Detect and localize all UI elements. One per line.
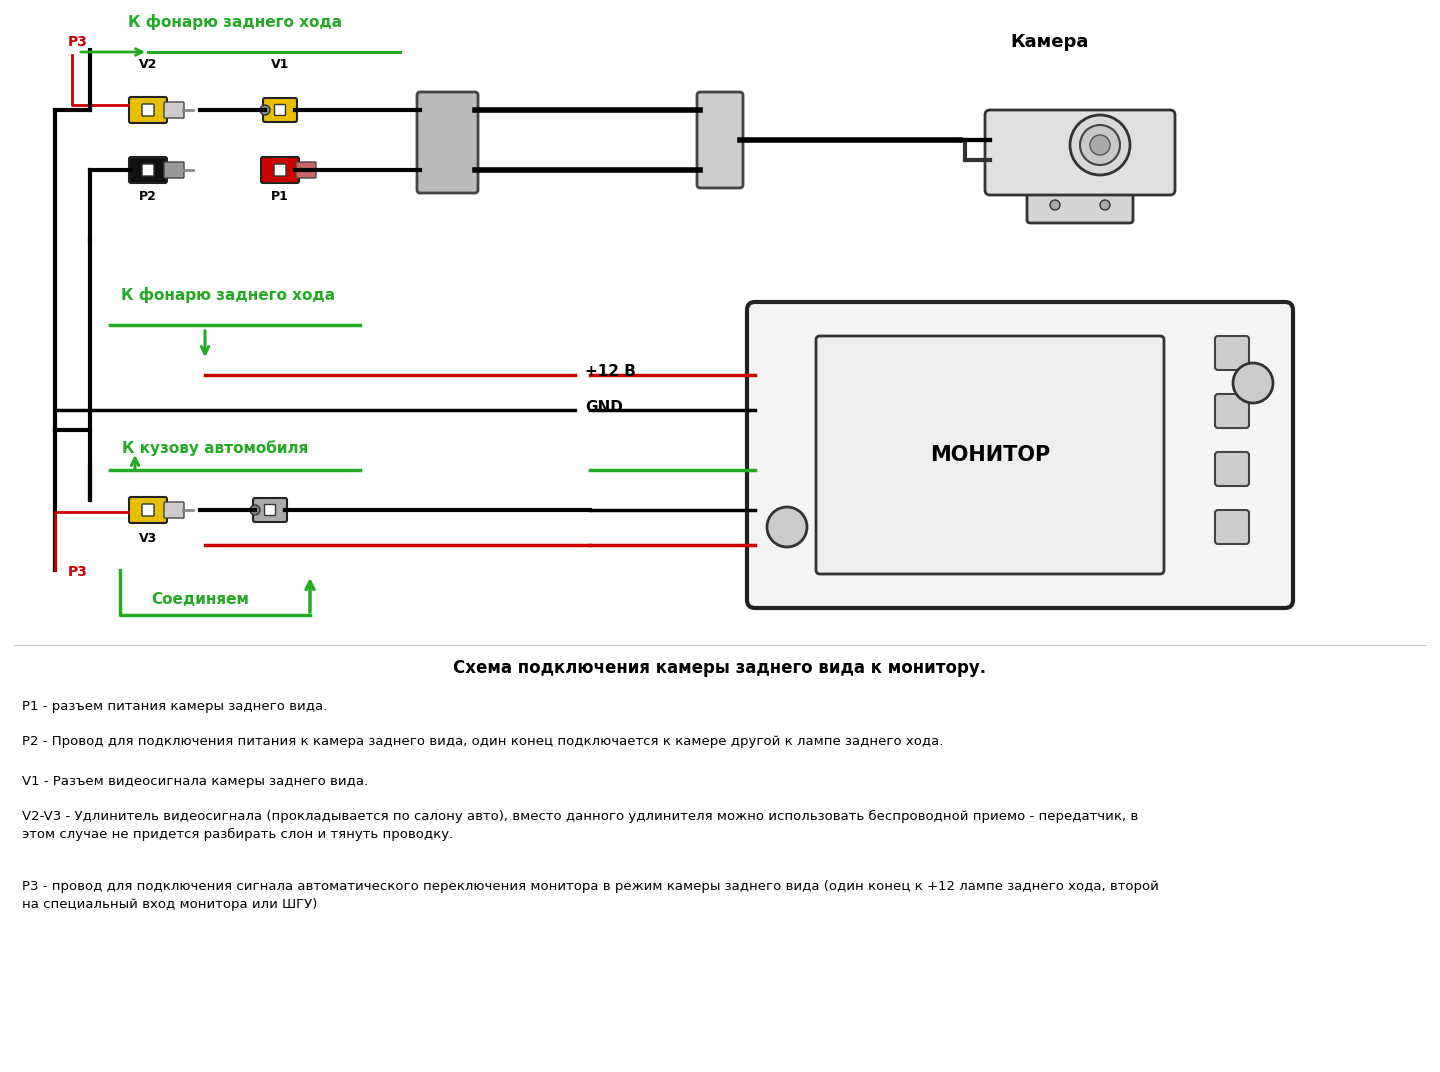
FancyBboxPatch shape [418,92,478,193]
Text: P1 - разъем питания камеры заднего вида.: P1 - разъем питания камеры заднего вида. [22,700,327,713]
Text: V1: V1 [271,58,289,71]
Circle shape [768,507,806,547]
Text: Р3 - провод для подключения сигнала автоматического переключения монитора в режи: Р3 - провод для подключения сигнала авто… [22,880,1159,911]
Text: +12 В: +12 В [585,364,636,379]
FancyBboxPatch shape [275,104,285,116]
Text: V2-V3 - Удлинитель видеосигнала (прокладывается по салону авто), вместо данного : V2-V3 - Удлинитель видеосигнала (проклад… [22,810,1138,842]
Text: P2: P2 [140,190,157,203]
FancyBboxPatch shape [1215,510,1248,544]
FancyBboxPatch shape [747,302,1293,608]
Text: V3: V3 [138,532,157,545]
Text: Камера: Камера [1009,33,1089,51]
Text: P3: P3 [68,35,88,49]
FancyBboxPatch shape [1215,452,1248,486]
FancyBboxPatch shape [130,497,167,523]
FancyBboxPatch shape [264,98,297,122]
FancyBboxPatch shape [143,164,154,176]
Text: МОНИТОР: МОНИТОР [930,445,1050,465]
Text: К фонарю заднего хода: К фонарю заднего хода [128,14,343,30]
FancyBboxPatch shape [265,505,275,516]
FancyBboxPatch shape [164,502,184,518]
FancyBboxPatch shape [274,164,287,176]
FancyBboxPatch shape [1215,336,1248,370]
Text: Схема подключения камеры заднего вида к монитору.: Схема подключения камеры заднего вида к … [454,659,986,678]
FancyBboxPatch shape [697,92,743,188]
Text: V2: V2 [138,58,157,71]
Circle shape [1233,363,1273,403]
FancyBboxPatch shape [130,157,167,183]
FancyBboxPatch shape [297,162,315,178]
FancyBboxPatch shape [130,96,167,123]
FancyBboxPatch shape [164,162,184,178]
Circle shape [1070,115,1130,175]
FancyBboxPatch shape [816,336,1164,574]
Text: P3: P3 [68,565,88,579]
FancyBboxPatch shape [1027,187,1133,223]
Text: P1: P1 [271,190,289,203]
Circle shape [1100,200,1110,210]
FancyBboxPatch shape [143,504,154,516]
Text: К кузову автомобиля: К кузову автомобиля [122,441,308,456]
Circle shape [1090,135,1110,155]
Text: P2 - Провод для подключения питания к камера заднего вида, один конец подключает: P2 - Провод для подключения питания к ка… [22,735,943,748]
Circle shape [1050,200,1060,210]
Text: GND: GND [585,400,624,415]
FancyBboxPatch shape [261,157,300,183]
Text: К фонарю заднего хода: К фонарю заднего хода [121,287,336,303]
FancyBboxPatch shape [143,104,154,116]
FancyBboxPatch shape [253,498,287,522]
Circle shape [1080,125,1120,165]
Circle shape [251,505,261,515]
FancyBboxPatch shape [985,110,1175,195]
FancyBboxPatch shape [164,102,184,118]
Text: Соединяем: Соединяем [151,593,249,608]
Circle shape [261,105,271,115]
FancyBboxPatch shape [1215,394,1248,428]
Text: V1 - Разъем видеосигнала камеры заднего вида.: V1 - Разъем видеосигнала камеры заднего … [22,775,369,788]
